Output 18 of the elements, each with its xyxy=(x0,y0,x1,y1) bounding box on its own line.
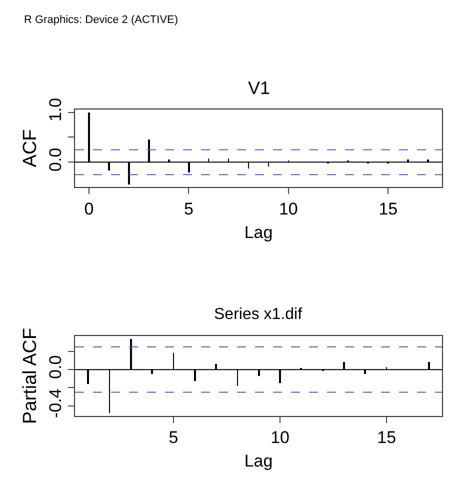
text: R Graphics: Device 2 (ACTIVE) xyxy=(24,14,178,26)
x-tick-label: 0 xyxy=(84,200,94,219)
x-tick-label: 15 xyxy=(377,428,396,448)
y-tick-label: 0.0 xyxy=(46,148,66,172)
x-tick-label: 10 xyxy=(270,428,290,448)
y-tick-label: -0.4 xyxy=(46,388,66,418)
chart-title: V1 xyxy=(248,78,270,98)
y-axis-title: ACF xyxy=(20,129,42,168)
chart-title: Series x1.dif xyxy=(214,306,303,323)
x-tick-label: 5 xyxy=(168,428,178,448)
x-axis-title: Lag xyxy=(244,222,273,242)
y-axis-title: Partial ACF xyxy=(20,328,42,424)
y-tick-label: 0.0 xyxy=(46,355,66,379)
x-tick-label: 10 xyxy=(278,200,298,219)
x-axis-title: Lag xyxy=(244,452,273,471)
y-tick-label: 1.0 xyxy=(46,98,66,122)
x-tick-label: 5 xyxy=(184,200,194,219)
x-tick-label: 15 xyxy=(378,200,398,219)
